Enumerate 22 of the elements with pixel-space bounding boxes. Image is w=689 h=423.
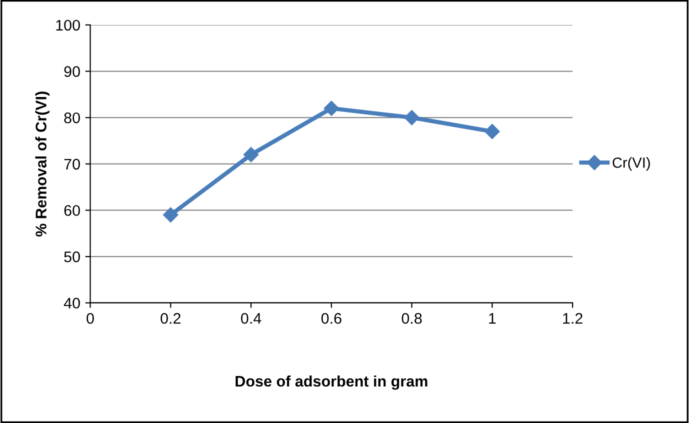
point bbox=[324, 100, 339, 116]
y-axis-title: % Removal of Cr(VI) bbox=[35, 92, 50, 237]
y-tick-label: 90 bbox=[64, 66, 80, 77]
x-tick-label: 1 bbox=[489, 313, 496, 324]
point bbox=[404, 110, 420, 126]
y-tick-label: 70 bbox=[64, 158, 80, 170]
y-tick-label: 40 bbox=[64, 298, 80, 309]
x-tick-label: 1.2 bbox=[563, 312, 582, 324]
y-tick-label: 60 bbox=[64, 205, 80, 216]
y-tick-label: 100 bbox=[56, 20, 80, 31]
x-tick-label: 0.4 bbox=[241, 312, 262, 324]
x-tick-label: 0.2 bbox=[160, 312, 180, 324]
point bbox=[484, 124, 500, 140]
x-tick-label: 0.6 bbox=[321, 312, 342, 324]
x-axis-title: Dose of adsorbent in gram bbox=[236, 375, 428, 390]
point bbox=[163, 207, 178, 222]
legend-label: Cr(VI) bbox=[612, 157, 650, 171]
x-tick-label: 0.8 bbox=[402, 312, 422, 324]
point bbox=[243, 147, 259, 162]
x-tick-label: 0 bbox=[86, 312, 94, 324]
y-tick-label: 80 bbox=[64, 112, 80, 124]
y-tick-label: 50 bbox=[64, 251, 80, 262]
